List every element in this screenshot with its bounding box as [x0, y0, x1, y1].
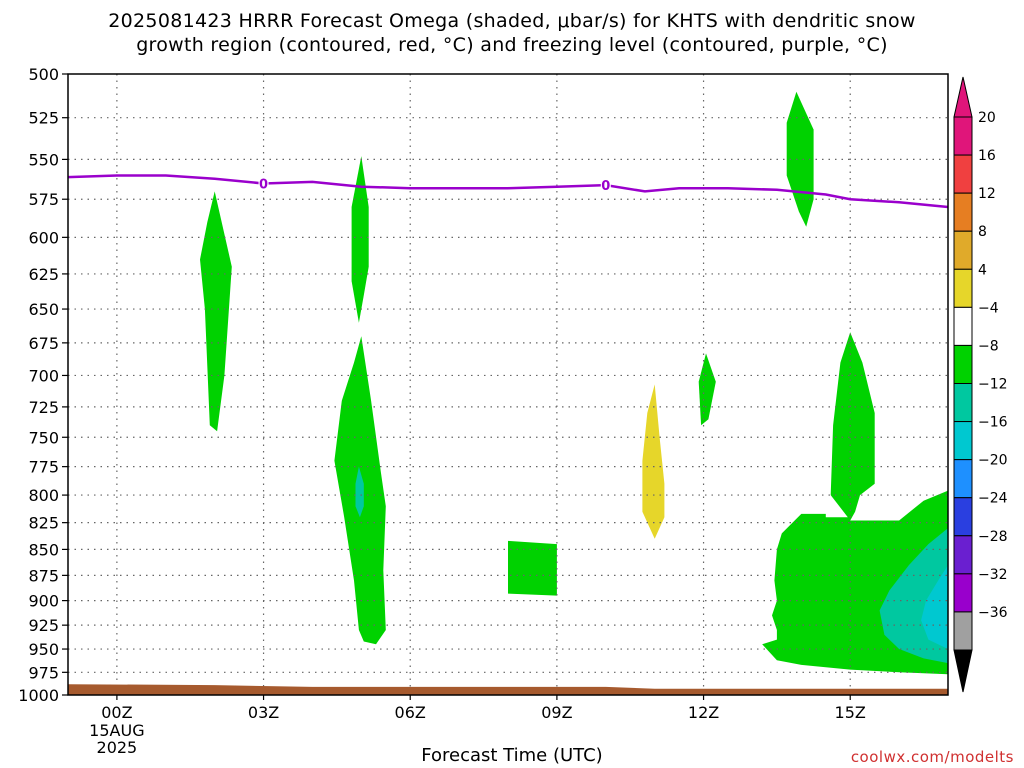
omega-region-10: [921, 565, 948, 649]
y-tick-label: 875: [28, 566, 59, 585]
colorbar-segment: [953, 268, 973, 308]
freezing-level-line: [67, 174, 949, 209]
colorbar-segment: [953, 421, 973, 461]
colorbar-segment: [953, 344, 973, 384]
y-tick-label: 575: [28, 190, 59, 209]
omega-region-6: [698, 353, 716, 426]
terrain-layer: [68, 684, 948, 695]
colorbar-segment: [953, 383, 973, 423]
colorbar: 20 16 12 8 4 −4 −8 −12 −16 −20 −24 −28 −32 −36: [953, 76, 1008, 693]
plot-frame: [67, 73, 949, 696]
y-tick-label: 500: [28, 65, 59, 84]
y-tick-label: 750: [28, 428, 59, 447]
colorbar-segment: [953, 535, 973, 575]
colorbar-segment: [953, 497, 973, 537]
colorbar-label: −28: [978, 529, 1008, 545]
y-tick-label: 975: [28, 663, 59, 682]
colorbar-segment: [953, 573, 973, 613]
plot-border: [67, 73, 949, 696]
x-axis-label: Forecast Time (UTC): [421, 745, 603, 766]
colorbar-under-arrow: [953, 649, 973, 693]
y-tick-label: 725: [28, 398, 59, 417]
y-tick-label: 825: [28, 514, 59, 533]
freezing-label-bg: [258, 175, 269, 191]
chart-title-line2: growth region (contoured, red, °C) and f…: [136, 34, 888, 56]
omega-regions: [200, 91, 948, 675]
x-tick-sublabel: 2025: [97, 738, 138, 757]
x-tick-label: 12Z: [688, 703, 719, 722]
y-tick-label: 900: [28, 592, 59, 611]
site-credit[interactable]: coolwx.com/modelts: [850, 748, 1014, 766]
colorbar-segment: [953, 192, 973, 232]
colorbar-label: −8: [978, 338, 999, 354]
y-tick-label: 950: [28, 640, 59, 659]
y-tick-label: 625: [28, 265, 59, 284]
y-tick-label: 550: [28, 150, 59, 169]
y-axis: 500 525 550 575 600 625 650 675 700 725 750 775 800 8…: [18, 65, 68, 705]
colorbar-label: 8: [978, 224, 987, 240]
colorbar-segment: [953, 459, 973, 499]
omega-region-0: [200, 191, 232, 432]
chart-title-line1: 2025081423 HRRR Forecast Omega (shaded, …: [108, 10, 916, 32]
colorbar-label: −12: [978, 377, 1008, 393]
colorbar-label: 20: [978, 110, 996, 126]
colorbar-label: −32: [978, 567, 1008, 583]
y-tick-label: 800: [28, 486, 59, 505]
omega-region-5: [642, 384, 665, 539]
colorbar-label: −24: [978, 491, 1008, 507]
omega-region-1: [351, 156, 369, 323]
colorbar-label: 4: [978, 262, 987, 278]
colorbar-label: −16: [978, 415, 1008, 431]
freezing-level-label: 0: [259, 177, 268, 192]
colorbar-segment: [953, 230, 973, 270]
colorbar-label: −4: [978, 300, 999, 316]
colorbar-label: 16: [978, 148, 996, 164]
y-tick-label: 775: [28, 458, 59, 477]
colorbar-segment: [953, 154, 973, 194]
y-tick-label: 675: [28, 334, 59, 353]
colorbar-segment: [953, 306, 973, 346]
omega-region-4: [508, 540, 557, 596]
y-tick-label: 700: [28, 366, 59, 385]
omega-region-3: [355, 466, 364, 518]
colorbar-label: −36: [978, 605, 1008, 621]
colorbar-label: 12: [978, 186, 996, 202]
y-tick-label: 850: [28, 540, 59, 559]
y-tick-label: 1000: [18, 686, 59, 705]
colorbar-segment: [953, 611, 973, 651]
colorbar-label: −20: [978, 453, 1008, 469]
freezing-level-label: 0: [601, 179, 610, 194]
freezing-label-bg: [600, 177, 611, 193]
terrain-fill: [68, 684, 948, 695]
colorbar-segment: [953, 116, 973, 156]
colorbar-over-arrow: [953, 76, 973, 118]
y-tick-label: 925: [28, 616, 59, 635]
x-tick-label: 15Z: [835, 703, 866, 722]
x-tick-label: 03Z: [248, 703, 279, 722]
x-tick-label: 06Z: [395, 703, 426, 722]
y-tick-label: 525: [28, 109, 59, 128]
x-tick-sublabel: 15AUG: [89, 721, 144, 740]
y-tick-label: 600: [28, 228, 59, 247]
x-tick-label: 09Z: [541, 703, 572, 722]
x-tick-label: 00Z: [101, 703, 132, 722]
y-tick-label: 650: [28, 300, 59, 319]
